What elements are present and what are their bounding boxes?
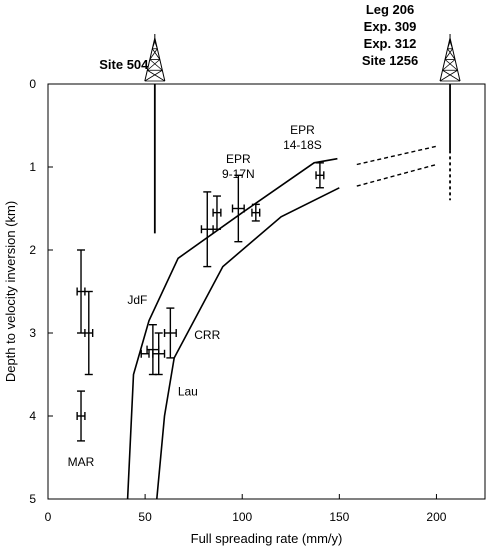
data-points (76, 162, 325, 442)
annotations: EPR 9-17N EPR 14-18S JdF CRR Lau MAR (68, 123, 322, 469)
data-point (231, 174, 245, 243)
data-point (212, 195, 222, 230)
annotation: EPR 9-17N (222, 152, 255, 181)
x-tick-label: 0 (45, 510, 52, 524)
data-point (251, 203, 261, 222)
y-axis-label: Depth to velocity inversion (km) (3, 201, 18, 382)
curve-extension-1 (356, 145, 437, 166)
curves (126, 145, 437, 500)
site-label: Leg 206 Exp. 309 Exp. 312 Site 1256 (362, 2, 418, 68)
y-tick-label: 2 (29, 243, 36, 257)
curve-1 (126, 157, 338, 500)
annotation: JdF (127, 293, 147, 307)
curve-extension-2 (356, 163, 437, 187)
drill-tower-icon (439, 34, 461, 82)
annotation: CRR (194, 328, 220, 342)
annotation: EPR 14-18S (283, 123, 322, 152)
data-point (315, 162, 325, 189)
x-tick-label: 150 (329, 510, 349, 524)
x-tick-label: 200 (426, 510, 446, 524)
data-point (140, 349, 150, 358)
x-tick-label: 50 (138, 510, 152, 524)
y-tick-label: 4 (29, 409, 36, 423)
site-marker-1: Site 504 (99, 34, 166, 234)
site-markers: Site 504 Leg 206 Exp. 309 Exp. 312 Site 1256 (99, 2, 461, 234)
data-point (200, 191, 214, 268)
y-tick-label: 5 (29, 492, 36, 506)
curve-2 (156, 187, 340, 500)
axes: 0 50 100 150 200 0 1 2 3 4 5 Full spreading rate (m… (3, 77, 486, 546)
data-point (163, 307, 177, 359)
annotation: Lau (178, 384, 198, 398)
site-label: Site 504 (99, 57, 149, 72)
data-point (76, 390, 86, 442)
data-point (152, 332, 166, 376)
x-axis-label: Full spreading rate (mm/y) (191, 531, 343, 546)
data-point (84, 290, 94, 376)
data-point (76, 249, 86, 334)
drill-tower-icon (144, 34, 166, 82)
annotation: MAR (68, 455, 95, 469)
x-tick-label: 100 (232, 510, 252, 524)
y-tick-label: 1 (29, 160, 36, 174)
site-marker-2: Leg 206 Exp. 309 Exp. 312 Site 1256 (362, 2, 461, 201)
plot-frame (47, 83, 486, 500)
data-point (146, 324, 160, 376)
y-tick-label: 0 (29, 77, 36, 91)
y-tick-label: 3 (29, 326, 36, 340)
